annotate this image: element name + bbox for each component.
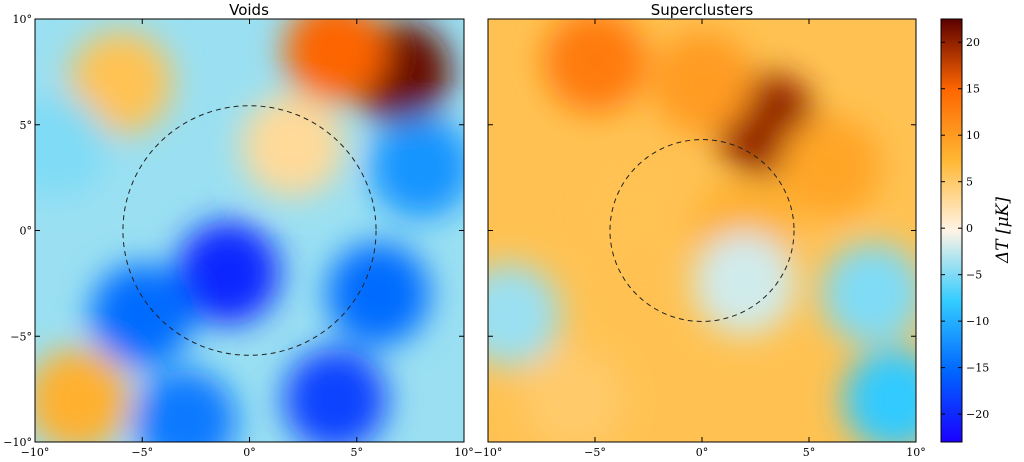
dashed-circle-voids xyxy=(122,105,377,356)
heatmap-blob xyxy=(69,30,173,134)
heatmap-field-superclusters xyxy=(488,19,916,442)
colorbar-tick-label: −15 xyxy=(966,362,989,375)
x-tick-label: 10° xyxy=(454,446,474,459)
x-tick-label: 5° xyxy=(351,446,364,459)
x-tick-label: 0° xyxy=(243,446,256,459)
colorbar-tick-label: −5 xyxy=(966,269,982,282)
colorbar-tick-label: 15 xyxy=(966,83,980,96)
colorbar-ticks: 20 15 10 5 0 −5 −10 −15 −20 xyxy=(941,36,989,421)
colorbar-tick-label: −10 xyxy=(966,315,989,328)
panel-superclusters: Superclusters −10° −5° 0° 5° 10° xyxy=(474,1,926,459)
y-tick-label: 0° xyxy=(20,225,33,238)
heatmap-blob xyxy=(176,221,280,325)
panel-title-voids: Voids xyxy=(229,1,269,19)
y-tick-label: 5° xyxy=(20,119,33,132)
x-tick-label: 10° xyxy=(906,446,926,459)
colorbar-tick-label: 10 xyxy=(966,129,980,142)
x-tick-label: −10° xyxy=(21,446,50,459)
colorbar-gradient xyxy=(940,18,963,443)
heatmap-blob xyxy=(90,263,194,367)
panel-title-superclusters: Superclusters xyxy=(651,1,754,19)
heatmap-blob xyxy=(650,31,754,134)
colorbar-tick-label: −20 xyxy=(966,408,989,421)
colorbar-tick-label: 0 xyxy=(966,222,973,235)
y-tick-label: 10° xyxy=(13,13,33,26)
heatmap-blob xyxy=(240,94,344,198)
y-tick-label: −10° xyxy=(3,436,32,449)
x-tick-label: −5° xyxy=(584,446,606,459)
x-tick-label: 5° xyxy=(803,446,816,459)
heatmap-blob xyxy=(283,19,387,103)
heatmap-blob xyxy=(35,94,108,198)
heatmap-blob xyxy=(543,19,647,113)
heatmap-blob xyxy=(779,115,882,219)
heatmap-blob xyxy=(693,232,797,335)
heatmap-blob xyxy=(326,242,430,346)
heatmap-blob xyxy=(283,348,387,442)
heatmap-blob xyxy=(586,157,690,261)
heatmap-blob xyxy=(369,115,464,219)
heatmap-blob xyxy=(35,348,130,442)
panel-voids: Voids −10° −5° 0° 5° 10° 10° 5° 0° −5° −10° xyxy=(3,1,473,459)
x-tick-label: 0° xyxy=(696,446,709,459)
heatmap-blob xyxy=(821,242,916,346)
colorbar: 20 15 10 5 0 −5 −10 −15 −20 ΔT [μK] xyxy=(940,18,1013,443)
heatmap-field-voids xyxy=(35,19,464,442)
x-tick-label: −5° xyxy=(131,446,153,459)
colorbar-label: ΔT [μK] xyxy=(993,197,1013,264)
dashed-circle-superclusters xyxy=(609,139,795,322)
heatmap-blob xyxy=(522,348,625,442)
y-tick-label: −5° xyxy=(10,330,32,343)
axis-ticks-superclusters: −10° −5° 0° 5° 10° xyxy=(474,18,926,459)
heatmap-blob xyxy=(843,348,916,442)
colorbar-tick-label: 5 xyxy=(966,176,973,189)
x-tick-label: −10° xyxy=(474,446,503,459)
axis-ticks-voids: −10° −5° 0° 5° 10° 10° 5° 0° −5° −10° xyxy=(3,13,473,459)
heatmap-blob xyxy=(133,369,237,442)
colorbar-tick-label: 20 xyxy=(966,36,980,49)
heatmap-blob xyxy=(488,263,561,367)
